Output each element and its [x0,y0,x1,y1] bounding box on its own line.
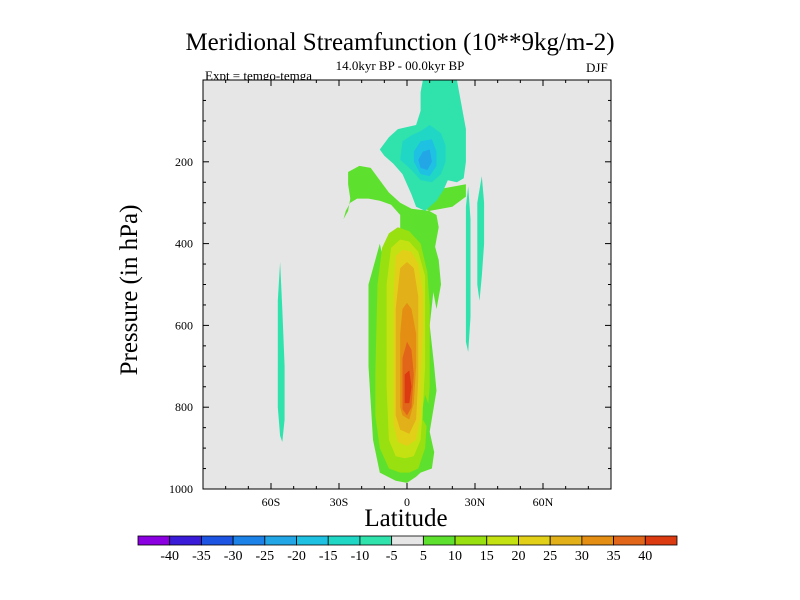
contour-region-3 [393,249,423,447]
colorbar-box-9 [422,535,456,546]
contour-region-0 [343,165,466,483]
season-label: DJF [586,60,608,75]
y-tick-label-3: 800 [175,400,193,414]
contour-region-16 [477,176,485,301]
y-axis-label: Pressure (in hPa) [116,204,143,376]
experiment-label: Expt = temgo-temga [205,68,312,83]
colorbar-label-9: 10 [448,549,462,564]
colorbar-label-0: -40 [160,549,179,564]
colorbar-box-14 [581,535,614,546]
colorbar-box-4 [264,535,297,546]
colorbar-label-14: 35 [607,549,621,564]
colorbar-label-2: -30 [224,549,243,564]
contour-region-2 [386,239,426,459]
contour-region-12 [413,139,437,177]
colorbar-box-16 [644,535,678,546]
colorbar-box-11 [486,535,519,546]
contour-region-10 [379,80,466,211]
colorbar-box-1 [169,535,202,546]
plot-background [203,80,611,489]
colorbar-label-1: -35 [192,549,211,564]
y-tick-label-0: 200 [175,155,193,169]
colorbar-label-10: 15 [480,549,494,564]
y-tick-label-4: 1000 [169,482,193,496]
colorbar-label-13: 30 [575,549,589,564]
contour-region-5 [400,302,417,420]
colorbar-box-7 [359,535,393,546]
contour-region-14 [277,262,285,442]
contour-region-15 [465,186,471,352]
colorbar-box-13 [549,535,583,546]
y-tick-label-2: 600 [175,318,193,332]
colorbar-box-10 [454,535,488,546]
contour-region-13 [418,149,432,170]
chart-subtitle: 14.0kyr BP - 00.0kyr BP [335,58,465,73]
colorbar-box-0 [137,535,171,546]
colorbar-label-15: 40 [638,549,652,564]
contour-region-7 [404,370,412,404]
colorbar-box-3 [232,535,266,546]
y-tick-label-1: 400 [175,237,193,251]
colorbar-label-4: -20 [287,549,306,564]
colorbar-box-2 [201,535,234,546]
colorbar-label-12: 25 [543,549,557,564]
contour-region-4 [395,262,419,434]
colorbar-label-5: -15 [319,549,338,564]
contour-region-6 [402,341,414,416]
colorbar-label-11: 20 [511,549,525,564]
colorbar-label-6: -10 [351,549,370,564]
colorbar-label-8: 5 [420,549,427,564]
colorbar-box-15 [613,535,646,546]
colorbar-label-7: -5 [386,549,398,564]
contour-region-9 [422,394,430,428]
plot-frame [202,79,612,490]
contour-region-8 [425,235,441,309]
contour-region-1 [375,227,430,473]
colorbar-box-5 [296,535,329,546]
chart-title: Meridional Streamfunction (10**9kg/m-2) [185,29,615,56]
colorbar-box-6 [327,535,361,546]
x-axis-label: Latitude [364,505,448,532]
contour-region-11 [400,125,446,183]
colorbar-box-8 [391,535,424,546]
colorbar-label-3: -25 [255,549,274,564]
colorbar-box-12 [518,535,551,546]
